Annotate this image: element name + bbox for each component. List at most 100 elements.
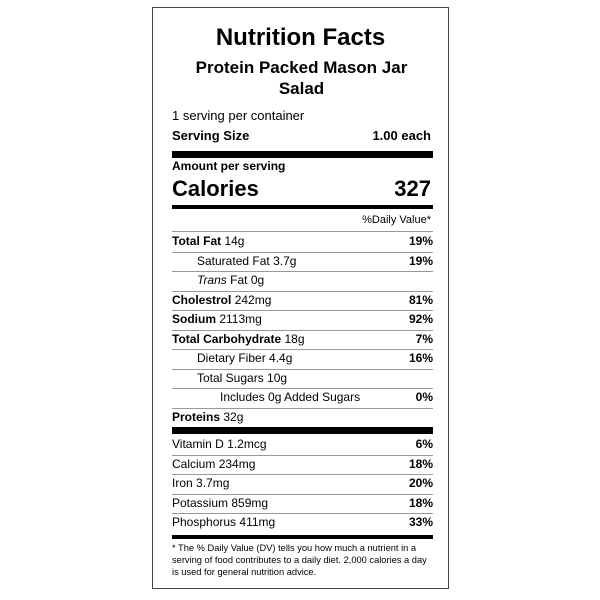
nutrient-name: Total Carbohydrate (172, 331, 282, 346)
separator (172, 271, 433, 272)
nutrient-name: Dietary Fiber (197, 351, 266, 365)
nutrient-row: Potassium 859mg 18% (172, 494, 433, 513)
nutrient-label: Potassium 859mg (172, 496, 268, 510)
nutrient-name: Phosphorus (172, 515, 237, 529)
medium-rule (172, 535, 433, 539)
calories: 327 (394, 176, 431, 201)
nutrient-amount: 411mg (239, 515, 276, 529)
nutrient-name: Total Fat (172, 234, 222, 248)
daily-value: 20% (408, 476, 433, 490)
nutrient-row: Total Fat 14g 19% (172, 232, 433, 251)
servings: 1 serving per container (172, 108, 305, 123)
nutrient-amount: 3.7g (273, 253, 297, 268)
nutrient-amount: 242mg (234, 292, 272, 307)
dv-header: %Daily Value* (362, 214, 431, 226)
daily-value: 16% (408, 351, 433, 365)
separator (172, 388, 433, 389)
nutrient-row: Cholestrol 242mg 81% (172, 291, 433, 310)
nutrient-name-italic: Trans (197, 273, 227, 287)
medium-rule (172, 205, 433, 209)
daily-value: 81% (408, 292, 433, 307)
nutrient-row: Saturated Fat 3.7g 19% (172, 252, 433, 271)
product-name: Protein Packed Mason Jar Salad (195, 58, 408, 98)
nutrient-row: Trans Fat 0g (172, 271, 433, 290)
daily-value: 92% (408, 312, 433, 326)
daily-value: 19% (408, 253, 433, 268)
nutrient-name: Includes 0g Added Sugars (220, 390, 361, 404)
nutrient-row: Phosphorus 411mg 33% (172, 513, 433, 532)
thick-rule (172, 427, 433, 434)
title: Nutrition Facts (215, 24, 386, 51)
nutrient-amount: 0g (250, 273, 265, 287)
nutrient-amount: 10g (267, 370, 288, 385)
nutrient-amount: 32g (223, 409, 244, 424)
daily-value: 19% (408, 234, 433, 248)
nutrient-label: Sodium 2113mg (172, 312, 262, 326)
nutrient-label: Total Sugars 10g (197, 371, 287, 385)
nutrition-label: Nutrition Facts Protein Packed Mason Jar… (152, 7, 449, 589)
daily-value: 0% (415, 390, 433, 404)
separator (172, 493, 433, 495)
daily-value: 18% (408, 495, 433, 510)
separator (172, 349, 433, 350)
nutrient-name: Total Sugars (197, 370, 264, 385)
nutrient-amount: 18g (284, 331, 305, 346)
nutrient-name: Calcium (172, 456, 216, 471)
separator (172, 251, 433, 253)
daily-value: 6% (415, 437, 433, 451)
nutrient-amount: 14g (224, 234, 245, 248)
nutrient-label: Proteins 32g (172, 410, 243, 424)
nutrient-name: Sodium (172, 312, 216, 326)
nutrient-label: Total Fat 14g (172, 234, 244, 248)
nutrient-row: Total Carbohydrate 18g 7% (172, 330, 433, 349)
nutrient-amount: 234mg (218, 456, 256, 471)
nutrient-row: Calcium 234mg 18% (172, 455, 433, 474)
separator (172, 290, 433, 292)
nutrient-name: Fat (230, 273, 248, 287)
nutrient-row: Sodium 2113mg 92% (172, 310, 433, 329)
nutrient-row: Includes 0g Added Sugars 0% (172, 388, 433, 407)
separator (172, 231, 433, 232)
daily-value: 33% (408, 515, 433, 529)
daily-value: 18% (408, 456, 433, 471)
nutrient-row: Vitamin D 1.2mcg 6% (172, 435, 433, 454)
separator (172, 310, 433, 311)
nutrient-amount: 2113mg (219, 312, 262, 326)
separator (172, 407, 433, 409)
nutrient-label: Cholestrol 242mg (172, 293, 271, 307)
nutrient-row: Total Sugars 10g (172, 369, 433, 388)
separator (172, 474, 433, 475)
nutrient-label: Includes 0g Added Sugars (220, 390, 360, 404)
separator (172, 368, 433, 370)
nutrient-label: Calcium 234mg (172, 457, 255, 471)
daily-value: 7% (415, 331, 433, 346)
nutrient-amount: 4.4g (269, 351, 293, 365)
nutrient-label: Iron 3.7mg (172, 476, 229, 490)
nutrient-amount: 3.7mg (196, 476, 230, 490)
calories-label: Calories (172, 176, 259, 201)
nutrient-name: Vitamin D (172, 437, 224, 451)
nutrient-label: Saturated Fat 3.7g (197, 254, 296, 268)
amount-per-serving: Amount per serving (172, 159, 286, 173)
serving-size: 1.00 each (372, 128, 431, 143)
nutrient-name: Proteins (172, 409, 221, 424)
nutrient-label: Total Carbohydrate 18g (172, 332, 305, 346)
nutrient-row: Dietary Fiber 4.4g 16% (172, 349, 433, 368)
nutrient-name: Saturated Fat (197, 253, 270, 268)
nutrient-name: Cholestrol (172, 292, 232, 307)
nutrient-label: Phosphorus 411mg (172, 515, 275, 529)
separator (172, 513, 433, 514)
nutrient-amount: 1.2mcg (227, 437, 267, 451)
nutrient-amount: 859mg (231, 495, 269, 510)
thick-rule (172, 151, 433, 158)
nutrient-name: Potassium (172, 495, 229, 510)
nutrient-label: Dietary Fiber 4.4g (197, 351, 292, 365)
nutrient-row: Proteins 32g (172, 408, 433, 427)
nutrient-row: Iron 3.7mg 20% (172, 474, 433, 493)
footnote: * The % Daily Value (DV) tells you how m… (172, 543, 427, 577)
separator (172, 329, 433, 331)
nutrient-label: Vitamin D 1.2mcg (172, 437, 267, 451)
serving-size-label: Serving Size (172, 128, 250, 143)
nutrient-label: Trans Fat 0g (197, 273, 264, 287)
